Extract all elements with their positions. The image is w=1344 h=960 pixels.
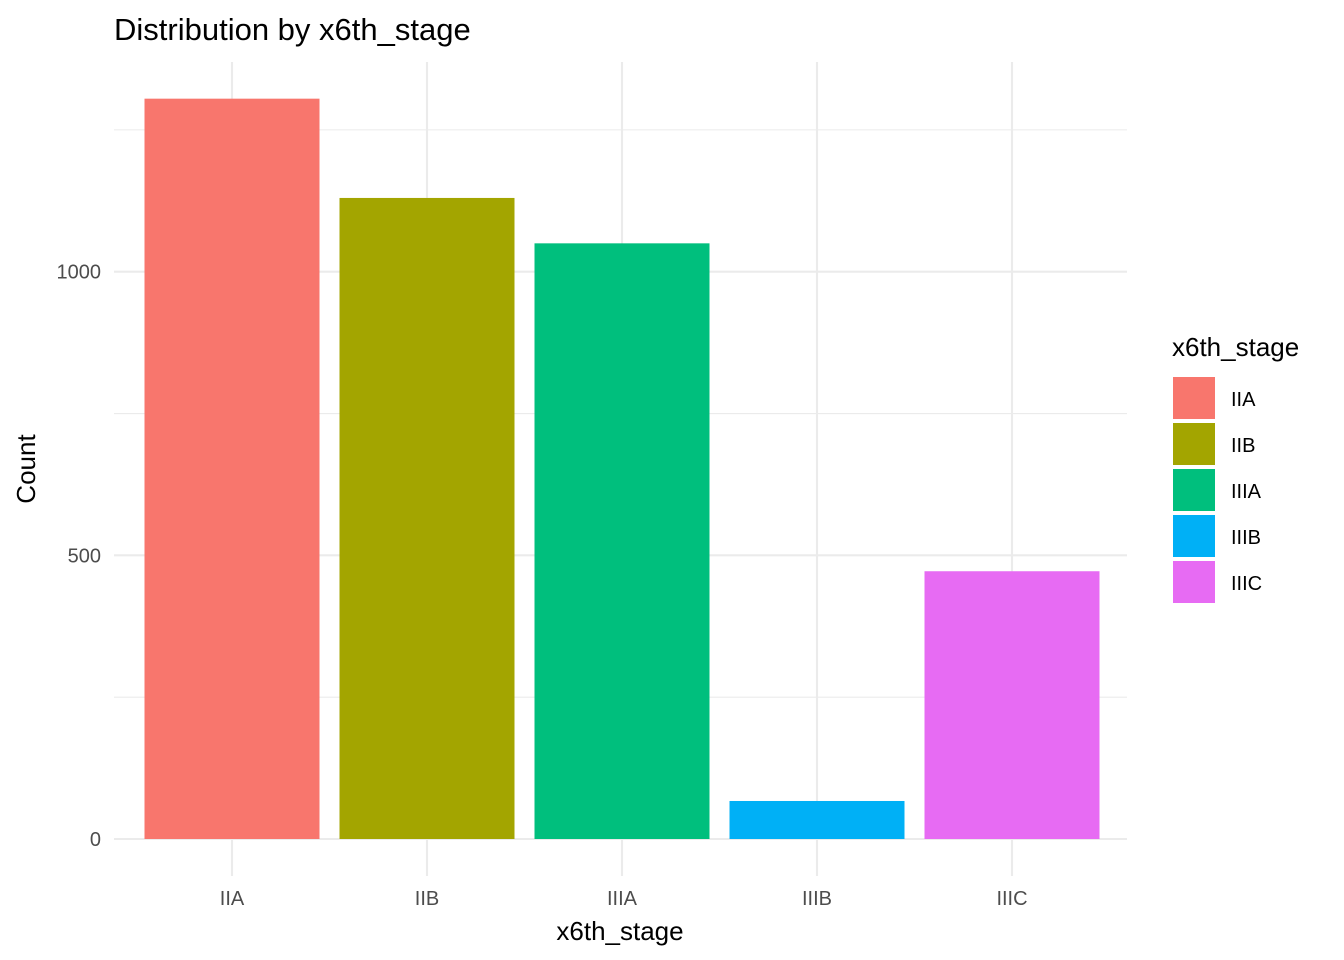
bar-iiib <box>729 800 905 839</box>
y-tick-label: 0 <box>90 829 101 851</box>
x-axis-title: x6th_stage <box>556 916 683 946</box>
chart-title: Distribution by x6th_stage <box>114 12 471 47</box>
bars <box>144 98 1100 840</box>
bar-iia <box>144 98 320 839</box>
legend-swatch <box>1173 469 1215 511</box>
x-tick-label: IIIA <box>607 888 638 910</box>
x-tick-label: IIIB <box>802 888 832 910</box>
legend-label: IIIB <box>1231 527 1261 549</box>
y-tick-label: 500 <box>68 545 101 567</box>
x-tick-label: IIIC <box>996 888 1027 910</box>
legend-label: IIIC <box>1231 573 1262 595</box>
legend-swatch <box>1173 515 1215 557</box>
bar-iiic <box>924 571 1100 839</box>
legend-label: IIB <box>1231 435 1255 457</box>
legend-swatch <box>1173 561 1215 603</box>
legend-label: IIA <box>1231 389 1256 411</box>
y-axis-ticks: 0 500 1000 <box>57 262 102 851</box>
x-axis-ticks: IIA IIB IIIA IIIB IIIC <box>220 888 1028 910</box>
x-tick-label: IIB <box>415 888 439 910</box>
legend-swatch <box>1173 377 1215 419</box>
bar-iib <box>339 197 515 840</box>
x-tick-label: IIA <box>220 888 245 910</box>
y-tick-label: 1000 <box>57 262 102 284</box>
legend: x6th_stage IIA IIB IIIA IIIB IIIC <box>1172 332 1299 603</box>
y-axis-title: Count <box>11 434 41 504</box>
legend-title: x6th_stage <box>1172 332 1299 362</box>
bar-iiia <box>534 243 710 839</box>
legend-swatch <box>1173 423 1215 465</box>
legend-label: IIIA <box>1231 481 1262 503</box>
